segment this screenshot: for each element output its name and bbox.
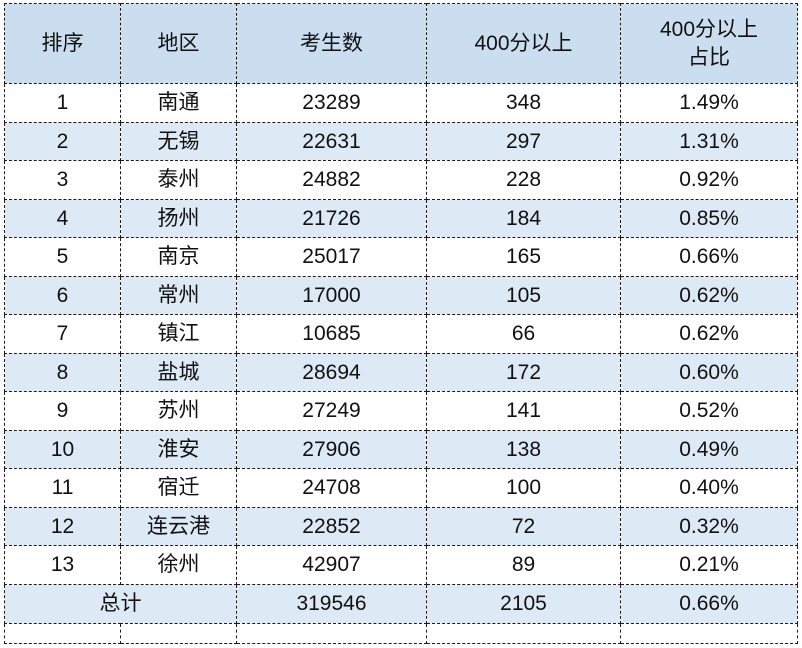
examinees-cell: 10685 — [236, 314, 427, 354]
table-row: 1 南通 23289 348 1.49% — [4, 83, 798, 123]
total-above400-cell: 2105 — [426, 583, 621, 624]
rank-cell: 8 — [4, 352, 121, 392]
above400-cell: 228 — [426, 160, 621, 200]
region-cell: 常州 — [120, 275, 237, 315]
examinees-cell: 25017 — [236, 237, 427, 277]
region-cell: 南通 — [120, 83, 237, 123]
ratio-cell: 0.52% — [620, 391, 798, 431]
rank-cell: 3 — [4, 160, 121, 200]
header-row: 排序 地区 考生数 400分以上 400分以上 占比 — [4, 3, 798, 84]
table-row: 13 徐州 42907 89 0.21% — [4, 545, 798, 585]
examinees-cell: 21726 — [236, 198, 427, 238]
region-cell: 扬州 — [120, 198, 237, 238]
above400-cell: 184 — [426, 198, 621, 238]
rank-cell: 6 — [4, 275, 121, 315]
above400-cell: 172 — [426, 352, 621, 392]
header-region: 地区 — [120, 3, 237, 84]
total-ratio-cell: 0.66% — [620, 583, 798, 624]
above400-cell: 72 — [426, 506, 621, 546]
rank-cell: 11 — [4, 468, 121, 508]
region-cell: 泰州 — [120, 160, 237, 200]
ratio-cell: 0.49% — [620, 429, 798, 469]
examinees-cell: 27906 — [236, 429, 427, 469]
table-row: 9 苏州 27249 141 0.52% — [4, 391, 798, 431]
rank-cell: 5 — [4, 237, 121, 277]
rank-cell: 10 — [4, 429, 121, 469]
stub-cell — [4, 622, 121, 644]
ratio-cell: 0.62% — [620, 275, 798, 315]
table-row: 3 泰州 24882 228 0.92% — [4, 160, 798, 200]
ratio-cell: 0.60% — [620, 352, 798, 392]
examinees-cell: 22852 — [236, 506, 427, 546]
examinees-cell: 23289 — [236, 83, 427, 123]
stub-cell — [120, 622, 237, 644]
ratio-cell: 0.66% — [620, 237, 798, 277]
ratio-cell: 0.40% — [620, 468, 798, 508]
region-cell: 连云港 — [120, 506, 237, 546]
table-row: 8 盐城 28694 172 0.60% — [4, 352, 798, 392]
table-row: 4 扬州 21726 184 0.85% — [4, 198, 798, 238]
region-cell: 镇江 — [120, 314, 237, 354]
header-rank: 排序 — [4, 3, 121, 84]
ratio-cell: 0.85% — [620, 198, 798, 238]
table-row: 12 连云港 22852 72 0.32% — [4, 506, 798, 546]
table-row: 2 无锡 22631 297 1.31% — [4, 121, 798, 161]
above400-cell: 141 — [426, 391, 621, 431]
region-cell: 淮安 — [120, 429, 237, 469]
total-label-cell: 总计 — [4, 583, 237, 624]
above400-cell: 89 — [426, 545, 621, 585]
ratio-cell: 0.21% — [620, 545, 798, 585]
region-cell: 徐州 — [120, 545, 237, 585]
rank-cell: 12 — [4, 506, 121, 546]
ratio-cell: 1.31% — [620, 121, 798, 161]
header-ratio-line1: 400分以上 — [659, 18, 759, 42]
region-cell: 南京 — [120, 237, 237, 277]
examinees-cell: 24708 — [236, 468, 427, 508]
examinees-cell: 24882 — [236, 160, 427, 200]
examinees-cell: 28694 — [236, 352, 427, 392]
rank-cell: 1 — [4, 83, 121, 123]
stub-cell — [620, 622, 798, 644]
rank-cell: 7 — [4, 314, 121, 354]
ratio-cell: 0.62% — [620, 314, 798, 354]
score-table: 排序 地区 考生数 400分以上 400分以上 占比 1 南通 23289 34… — [4, 3, 798, 644]
table-row: 5 南京 25017 165 0.66% — [4, 237, 798, 277]
above400-cell: 297 — [426, 121, 621, 161]
examinees-cell: 17000 — [236, 275, 427, 315]
rank-cell: 9 — [4, 391, 121, 431]
header-above400: 400分以上 — [426, 3, 621, 84]
stub-cell — [236, 622, 427, 644]
table-row: 6 常州 17000 105 0.62% — [4, 275, 798, 315]
examinees-cell: 27249 — [236, 391, 427, 431]
rank-cell: 2 — [4, 121, 121, 161]
above400-cell: 348 — [426, 83, 621, 123]
header-ratio-line2: 占比 — [688, 45, 730, 69]
stub-cell — [426, 622, 621, 644]
table-row: 7 镇江 10685 66 0.62% — [4, 314, 798, 354]
rank-cell: 4 — [4, 198, 121, 238]
above400-cell: 138 — [426, 429, 621, 469]
ratio-cell: 0.92% — [620, 160, 798, 200]
total-examinees-cell: 319546 — [236, 583, 427, 624]
header-examinees: 考生数 — [236, 3, 427, 84]
rank-cell: 13 — [4, 545, 121, 585]
header-ratio: 400分以上 占比 — [620, 3, 798, 84]
region-cell: 苏州 — [120, 391, 237, 431]
ratio-cell: 1.49% — [620, 83, 798, 123]
region-cell: 无锡 — [120, 121, 237, 161]
examinees-cell: 42907 — [236, 545, 427, 585]
table-row: 11 宿迁 24708 100 0.40% — [4, 468, 798, 508]
region-cell: 宿迁 — [120, 468, 237, 508]
above400-cell: 100 — [426, 468, 621, 508]
above400-cell: 105 — [426, 275, 621, 315]
examinees-cell: 22631 — [236, 121, 427, 161]
ratio-cell: 0.32% — [620, 506, 798, 546]
region-cell: 盐城 — [120, 352, 237, 392]
table-row: 10 淮安 27906 138 0.49% — [4, 429, 798, 469]
above400-cell: 165 — [426, 237, 621, 277]
total-row: 总计 319546 2105 0.66% — [4, 583, 798, 624]
partial-clipped-row — [4, 622, 798, 644]
above400-cell: 66 — [426, 314, 621, 354]
